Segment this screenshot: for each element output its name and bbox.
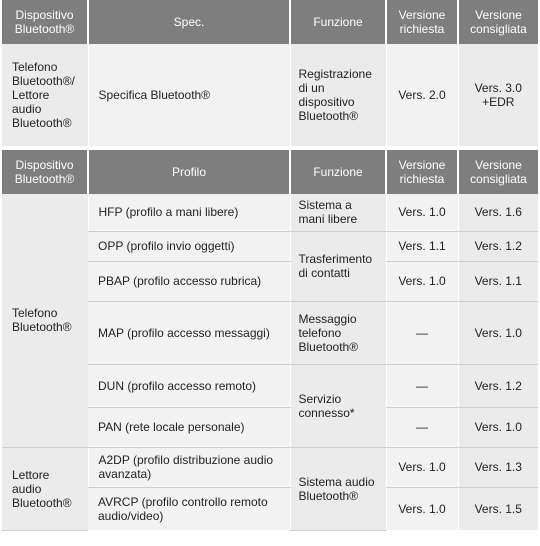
required-cell: Vers. 1.0: [385, 447, 458, 488]
required-cell: —: [385, 407, 458, 448]
function-contatti: Trasferimento di contatti: [289, 231, 386, 302]
table1-header-recommended: Versione consigliata: [457, 0, 538, 44]
recommended-cell: Vers. 1.3: [457, 447, 538, 488]
recommended-cell: Vers. 1.1: [457, 261, 538, 302]
table-row: Telefono Bluetooth® HFP (profilo a mani …: [2, 194, 538, 448]
table-row: OPP (profilo invio oggetti) Trasferiment…: [2, 231, 538, 302]
table2-header-profile: Profilo: [87, 150, 290, 194]
table-row: MAP (profilo accesso messaggi) Messaggio…: [2, 301, 538, 365]
device-telefono: Telefono Bluetooth®: [2, 194, 88, 448]
table1-header-function: Funzione: [289, 0, 386, 44]
profile-cell: HFP (profilo a mani libere): [87, 194, 290, 232]
bluetooth-compatibility-document: Dispositivo Bluetooth® Spec. Funzione Ve…: [2, 0, 538, 531]
table1-spec-cell: Specifica Bluetooth®: [87, 44, 290, 146]
table-row: DUN (profilo accesso remoto) Servizio co…: [2, 364, 538, 448]
required-cell: —: [385, 364, 458, 408]
profile-cell: DUN (profilo accesso remoto): [88, 364, 290, 408]
required-cell: Vers. 1.0: [385, 261, 458, 302]
table-row: AVRCP (profilo controllo remoto audio/vi…: [2, 487, 538, 530]
recommended-cell: Vers. 1.5: [457, 487, 538, 530]
profile-cell: A2DP (profilo distribuzione audio avanza…: [87, 447, 290, 488]
function-audio: Sistema audio Bluetooth®: [289, 447, 386, 531]
table1-recommended-cell: Vers. 3.0 +EDR: [457, 44, 538, 146]
required-cell: Vers. 1.0: [385, 194, 458, 232]
recommended-cell: Vers. 1.6: [457, 194, 538, 232]
function-mani-libere: Sistema a mani libere: [289, 194, 386, 232]
table-row: PAN (rete locale personale) — Vers. 1.0: [2, 407, 538, 448]
table1-row: Telefono Bluetooth®/ Lettore audio Bluet…: [2, 44, 538, 146]
table-row: PBAP (profilo accesso rubrica) Vers. 1.0…: [2, 261, 538, 302]
table2-header-row: Dispositivo Bluetooth® Profilo Funzione …: [2, 150, 538, 194]
required-cell: Vers. 1.0: [385, 487, 458, 530]
table-gap: [2, 146, 538, 150]
profile-cell: PBAP (profilo accesso rubrica): [88, 261, 290, 302]
table1-header-device: Dispositivo Bluetooth®: [2, 0, 88, 44]
table1-header-row: Dispositivo Bluetooth® Spec. Funzione Ve…: [2, 0, 538, 44]
recommended-cell: Vers. 1.0: [457, 407, 538, 448]
table1-required-cell: Vers. 2.0: [385, 44, 458, 146]
table2-header-function: Funzione: [289, 150, 386, 194]
table1-header-required: Versione richiesta: [385, 0, 458, 44]
table1-function-cell: Registrazione di un dispositivo Bluetoot…: [289, 44, 386, 146]
device-lettore: Lettore audio Bluetooth®: [2, 447, 88, 531]
recommended-cell: Vers. 1.2: [457, 231, 538, 262]
profile-cell: PAN (rete locale personale): [88, 407, 290, 448]
table2-header-device: Dispositivo Bluetooth®: [2, 150, 88, 194]
profile-cell: OPP (profilo invio oggetti): [88, 231, 290, 262]
table1-device-cell: Telefono Bluetooth®/ Lettore audio Bluet…: [2, 44, 88, 146]
table2-header-recommended: Versione consigliata: [457, 150, 538, 194]
recommended-cell: Vers. 1.0: [457, 301, 538, 365]
profile-cell: MAP (profilo accesso messaggi): [88, 301, 290, 365]
profile-cell: AVRCP (profilo controllo remoto audio/vi…: [88, 487, 290, 530]
required-cell: —: [385, 301, 458, 365]
table-row: Lettore audio Bluetooth® A2DP (profilo d…: [2, 447, 538, 531]
required-cell: Vers. 1.1: [385, 231, 458, 262]
compatibility-table: Dispositivo Bluetooth® Spec. Funzione Ve…: [2, 0, 538, 531]
function-messaggio: Messaggio telefono Bluetooth®: [289, 301, 386, 365]
table1-header-spec: Spec.: [87, 0, 290, 44]
recommended-cell: Vers. 1.2: [457, 364, 538, 408]
table2-header-required: Versione richiesta: [385, 150, 458, 194]
function-servizio: Servizio connesso*: [289, 364, 386, 448]
